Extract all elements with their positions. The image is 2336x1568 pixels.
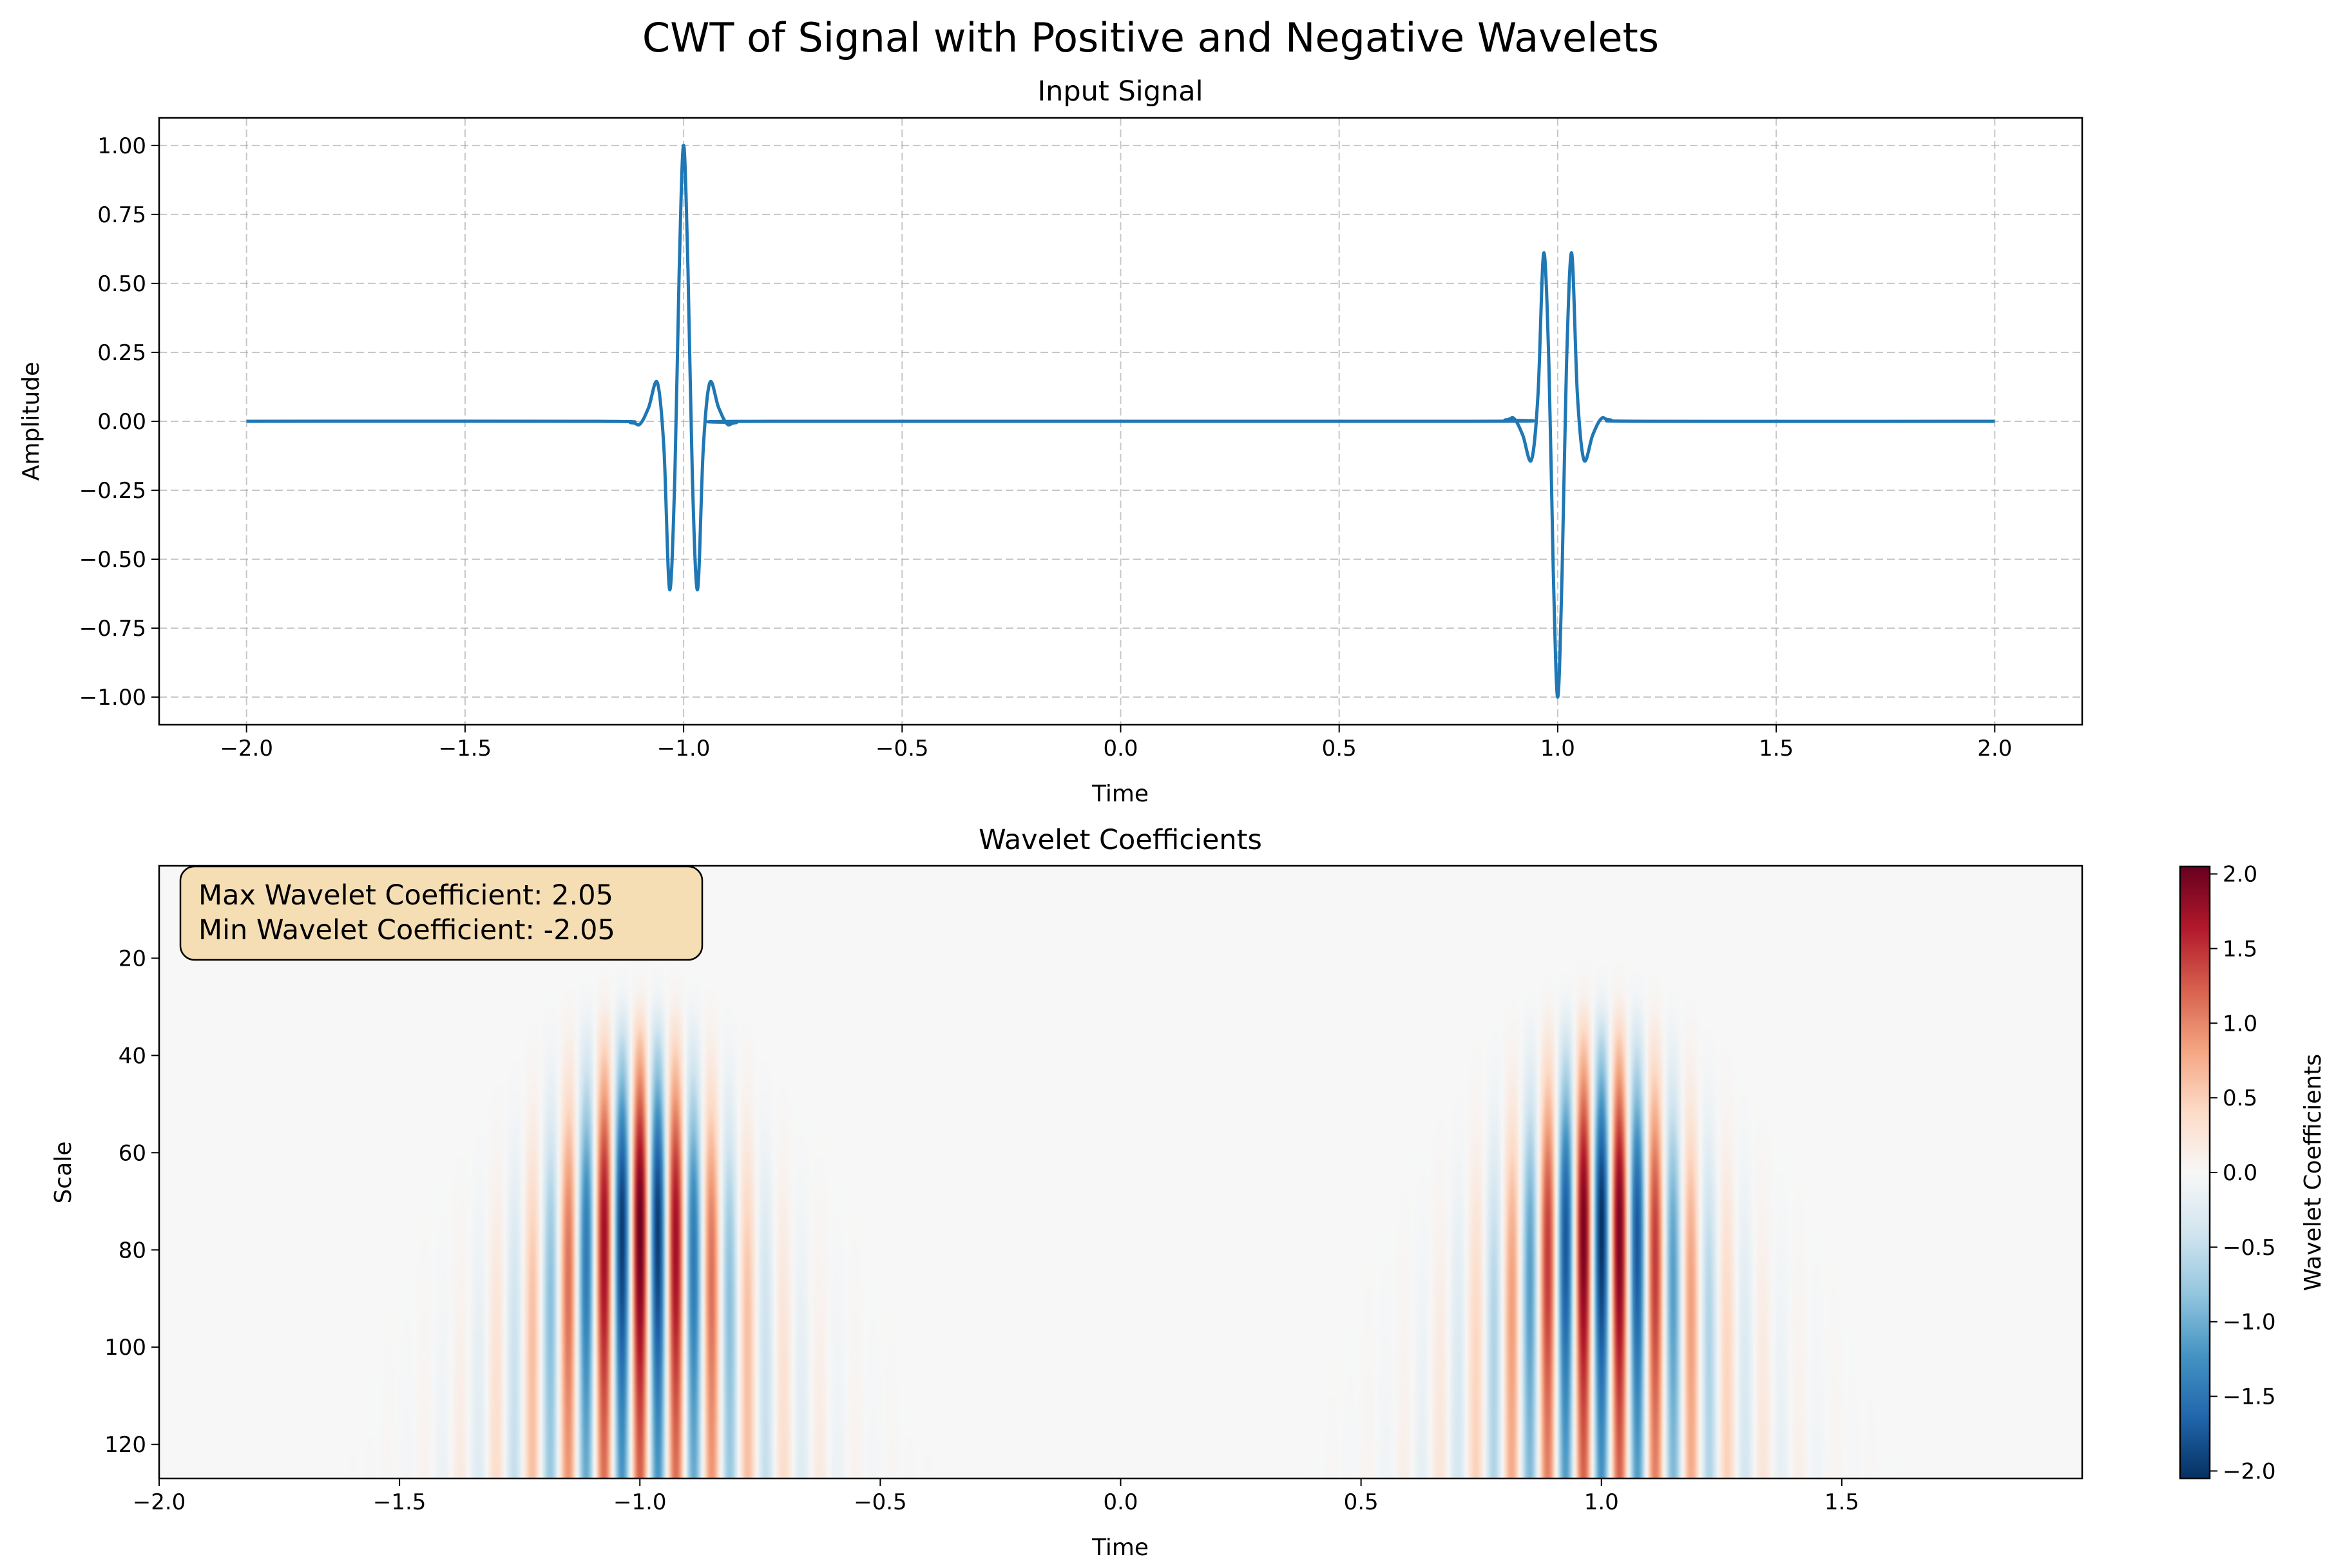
coefficients-y-tick-label: 40 [119, 1043, 146, 1069]
signal-axes: Input Signal −2.0 −1.5 −1.0 −0.5 0.0 0.5 1.0 1.… [18, 75, 2083, 807]
coefficient-info-box: Max Wavelet Coefficient: 2.05 Min Wavele… [179, 865, 704, 961]
coefficients-heatmap [159, 866, 2082, 1478]
coefficients-x-tick-label: 1.0 [1584, 1489, 1619, 1515]
signal-line [246, 144, 1995, 699]
signal-y-tick-label: 0.50 [97, 271, 146, 297]
signal-x-tick-label: 0.0 [1103, 736, 1138, 761]
coefficients-y-ticks: 20 40 60 80 100 120 [104, 946, 159, 1458]
colorbar-label: Wavelet Coefficients [2300, 1054, 2326, 1291]
colorbar-tick-label: −0.5 [2223, 1235, 2276, 1261]
coefficients-y-tick-label: 120 [104, 1432, 146, 1458]
colorbar-tick-label: 2.0 [2223, 862, 2257, 888]
max-coefficient-text: Max Wavelet Coefficient: 2.05 [198, 879, 613, 912]
coefficients-axes: Wavelet Coefficients −2.0 −1.5 −1.0 −0.5 0.0… [50, 824, 2083, 1561]
coefficients-x-tick-label: 1.5 [1824, 1489, 1859, 1515]
colorbar-tick-label: −1.5 [2223, 1384, 2276, 1410]
coefficient-info-box-background [179, 865, 704, 961]
signal-y-tick-label: −0.25 [79, 478, 146, 504]
coefficients-y-tick-label: 80 [119, 1238, 146, 1263]
coefficients-y-axis-label: Scale [50, 1142, 77, 1204]
signal-x-tick-label: −2.0 [220, 736, 273, 761]
min-coefficient-text: Min Wavelet Coefficient: -2.05 [198, 914, 615, 946]
colorbar-tick-label: −2.0 [2223, 1458, 2276, 1484]
colorbar-tick-label: 0.0 [2223, 1160, 2257, 1186]
coefficients-x-tick-label: −0.5 [854, 1489, 907, 1515]
coefficients-x-tick-label: 0.0 [1103, 1489, 1138, 1515]
colorbar: 2.0 1.5 1.0 0.5 0.0 −0.5 −1.0 −1.5 −2.0 Wavelet … [2179, 862, 2326, 1484]
colorbar-tick-label: −1.0 [2223, 1310, 2276, 1335]
signal-axes-title: Input Signal [1037, 75, 1203, 108]
signal-y-tick-label: 1.00 [97, 133, 146, 159]
coefficients-y-tick-label: 100 [104, 1335, 146, 1361]
colorbar-ticks: 2.0 1.5 1.0 0.5 0.0 −0.5 −1.0 −1.5 −2.0 [2210, 862, 2276, 1484]
signal-x-tick-label: 0.5 [1322, 736, 1357, 761]
figure-title: CWT of Signal with Positive and Negative… [642, 14, 1659, 61]
signal-x-ticks: −2.0 −1.5 −1.0 −0.5 0.0 0.5 1.0 1.5 2.0 [220, 725, 2012, 761]
coefficients-x-tick-label: −1.5 [373, 1489, 426, 1515]
signal-y-tick-label: −0.50 [79, 547, 146, 573]
signal-y-tick-label: 0.00 [97, 409, 146, 435]
coefficients-x-axis-label: Time [1091, 1535, 1149, 1561]
colorbar-tick-label: 1.0 [2223, 1011, 2257, 1037]
signal-x-tick-label: −0.5 [876, 736, 929, 761]
colorbar-gradient [2179, 865, 2211, 1480]
coefficients-x-ticks: −2.0 −1.5 −1.0 −0.5 0.0 0.5 1.0 1.5 [133, 1478, 1859, 1515]
signal-y-tick-label: 0.75 [97, 202, 146, 228]
colorbar-tick-label: 1.5 [2223, 936, 2257, 962]
signal-y-ticks: 1.00 0.75 0.50 0.25 0.00 −0.25 −0.50 −0.75 −1.00 [79, 133, 159, 711]
signal-x-tick-label: 1.5 [1759, 736, 1794, 761]
coefficients-axes-title: Wavelet Coefficients [979, 824, 1262, 856]
coefficients-x-tick-label: 0.5 [1344, 1489, 1379, 1515]
signal-x-tick-label: −1.0 [657, 736, 711, 761]
signal-x-axis-label: Time [1091, 781, 1149, 807]
coefficients-y-tick-label: 20 [119, 946, 146, 971]
coefficients-y-tick-label: 60 [119, 1140, 146, 1166]
signal-x-tick-label: 2.0 [1977, 736, 2012, 761]
signal-x-tick-label: 1.0 [1540, 736, 1575, 761]
signal-y-axis-label: Amplitude [18, 362, 44, 481]
signal-x-tick-label: −1.5 [439, 736, 492, 761]
coefficients-x-tick-label: −2.0 [133, 1489, 186, 1515]
coefficients-x-tick-label: −1.0 [613, 1489, 667, 1515]
signal-y-tick-label: 0.25 [97, 340, 146, 366]
signal-y-tick-label: −0.75 [79, 616, 146, 642]
signal-y-tick-label: −1.00 [79, 685, 146, 711]
colorbar-tick-label: 0.5 [2223, 1085, 2257, 1111]
